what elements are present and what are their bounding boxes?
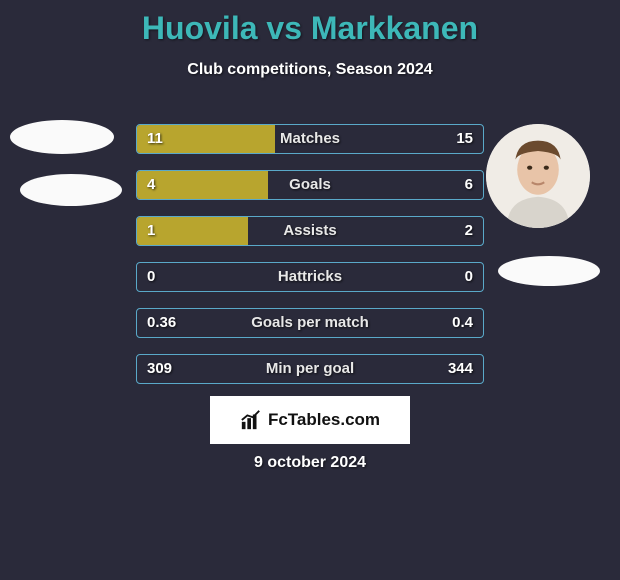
- stat-label: Goals: [137, 171, 483, 199]
- stat-label: Goals per match: [137, 309, 483, 337]
- date-text: 9 october 2024: [0, 454, 620, 472]
- avatar-portrait-icon: [486, 124, 590, 228]
- stat-row: 1Assists2: [136, 216, 484, 246]
- player-right-ellipse: [498, 256, 600, 286]
- fctables-logo-icon: [240, 409, 262, 431]
- page-subtitle: Club competitions, Season 2024: [0, 61, 620, 79]
- stats-bars: 11Matches15 4Goals6 1Assists2 0Hattricks0 0.…: [136, 124, 484, 400]
- stat-label: Assists: [137, 217, 483, 245]
- page-title: Huovila vs Markkanen: [0, 0, 620, 47]
- logo-text: FcTables.com: [268, 410, 380, 430]
- stat-row: 0Hattricks0: [136, 262, 484, 292]
- stat-value-right: 0: [465, 263, 473, 291]
- stat-value-right: 2: [465, 217, 473, 245]
- stat-label: Matches: [137, 125, 483, 153]
- stat-value-right: 15: [456, 125, 473, 153]
- stat-row: 11Matches15: [136, 124, 484, 154]
- comparison-card: Huovila vs Markkanen Club competitions, …: [0, 0, 620, 580]
- stat-label: Hattricks: [137, 263, 483, 291]
- stat-label: Min per goal: [137, 355, 483, 383]
- player-left-avatar-ellipse-1: [10, 120, 114, 154]
- stat-value-right: 0.4: [452, 309, 473, 337]
- stat-value-right: 344: [448, 355, 473, 383]
- stat-row: 309Min per goal344: [136, 354, 484, 384]
- player-right-avatar: [486, 124, 590, 228]
- stat-value-right: 6: [465, 171, 473, 199]
- stat-row: 0.36Goals per match0.4: [136, 308, 484, 338]
- player-left-avatar-ellipse-2: [20, 174, 122, 206]
- logo-badge: FcTables.com: [210, 396, 410, 444]
- stat-row: 4Goals6: [136, 170, 484, 200]
